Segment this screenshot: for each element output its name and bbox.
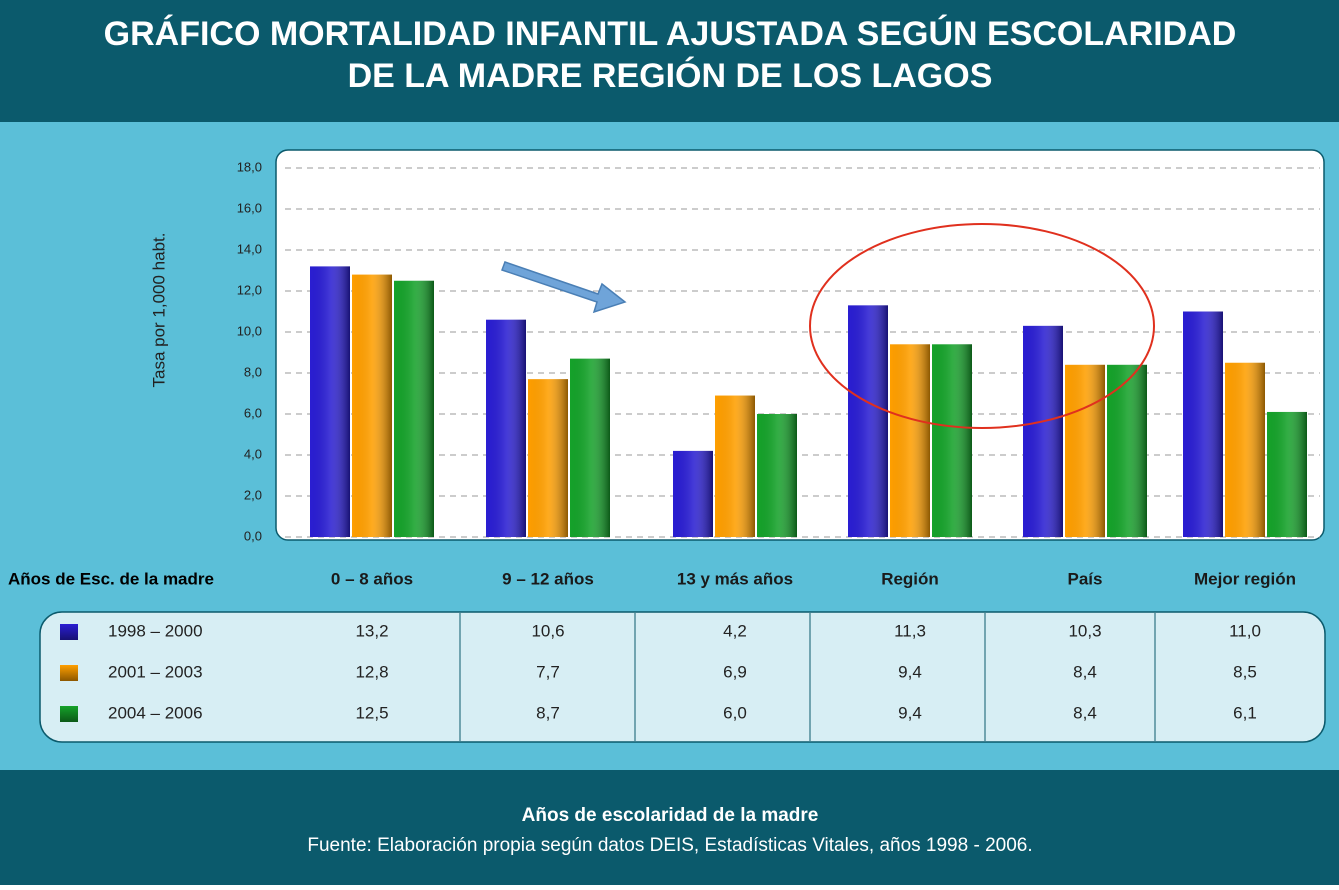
table-value: 4,2 [723, 621, 747, 640]
table-value: 11,0 [1229, 621, 1261, 640]
legend-label: 2001 – 2003 [108, 662, 203, 681]
table-value: 6,1 [1233, 703, 1257, 722]
table-value: 6,0 [723, 703, 747, 722]
legend-label: 1998 – 2000 [108, 621, 203, 640]
bar-shade [486, 319, 526, 537]
bar-shade [1267, 411, 1307, 537]
table-value: 9,4 [898, 662, 922, 681]
y-tick-label: 6,0 [244, 405, 262, 420]
table-value: 8,4 [1073, 662, 1097, 681]
bar-shade [715, 395, 755, 537]
header-band [0, 0, 1339, 122]
bar-shade [1023, 325, 1063, 537]
x-tick-label: País [1068, 569, 1103, 588]
y-tick-label: 18,0 [237, 159, 262, 174]
legend-swatch-shade [60, 624, 78, 640]
bar-shade [890, 344, 930, 537]
legend-label: 2004 – 2006 [108, 703, 203, 722]
table-value: 7,7 [536, 662, 560, 681]
x-tick-label: 13 y más años [677, 569, 793, 588]
chart-title: GRÁFICO MORTALIDAD INFANTIL AJUSTADA SEG… [104, 15, 1237, 53]
x-axis-label: Años de escolaridad de la madre [522, 805, 819, 826]
x-tick-label: Región [881, 569, 939, 588]
y-tick-label: 0,0 [244, 528, 262, 543]
footer-band [0, 770, 1339, 885]
arrow-annotation [501, 261, 627, 314]
table-value: 11,3 [894, 621, 926, 640]
y-tick-label: 14,0 [237, 241, 262, 256]
bar-shade [932, 344, 972, 537]
bar-shade [528, 379, 568, 537]
legend-swatch-shade [60, 665, 78, 681]
data-table [39, 611, 1326, 743]
bar-shade [570, 358, 610, 537]
bar-shade [310, 266, 350, 537]
bar-shade [394, 280, 434, 537]
highlight-ellipse [809, 223, 1155, 429]
table-value: 8,4 [1073, 703, 1097, 722]
bar-shade [1225, 362, 1265, 537]
table-value: 10,6 [531, 621, 564, 640]
table-value: 9,4 [898, 703, 922, 722]
y-tick-label: 4,0 [244, 446, 262, 461]
table-value: 8,5 [1233, 662, 1257, 681]
y-tick-label: 8,0 [244, 364, 262, 379]
y-tick-label: 12,0 [237, 282, 262, 297]
y-tick-label: 16,0 [237, 200, 262, 215]
bar-shade [1065, 364, 1105, 537]
bar-shade [352, 274, 392, 537]
table-value: 6,9 [723, 662, 747, 681]
bar-shade [1183, 311, 1223, 537]
legend-swatch-shade [60, 706, 78, 722]
table-value: 12,5 [355, 703, 388, 722]
chart-subtitle: DE LA MADRE REGIÓN DE LOS LAGOS [348, 57, 993, 95]
x-tick-label: 0 – 8 años [331, 569, 413, 588]
y-tick-label: 10,0 [237, 323, 262, 338]
table-value: 12,8 [355, 662, 388, 681]
bar-shade [673, 450, 713, 537]
table-value: 10,3 [1068, 621, 1101, 640]
bar-shade [848, 305, 888, 537]
x-tick-label: Mejor región [1194, 569, 1296, 588]
table-value: 8,7 [536, 703, 560, 722]
table-value: 13,2 [355, 621, 388, 640]
y-tick-label: 2,0 [244, 487, 262, 502]
table-header: Años de Esc. de la madre [8, 569, 214, 588]
x-tick-label: 9 – 12 años [502, 569, 594, 588]
bar-shade [1107, 364, 1147, 537]
source: Fuente: Elaboración propia según datos D… [307, 835, 1032, 856]
bar-shade [757, 414, 797, 537]
y-axis-label: Tasa por 1,000 habt. [149, 232, 168, 387]
